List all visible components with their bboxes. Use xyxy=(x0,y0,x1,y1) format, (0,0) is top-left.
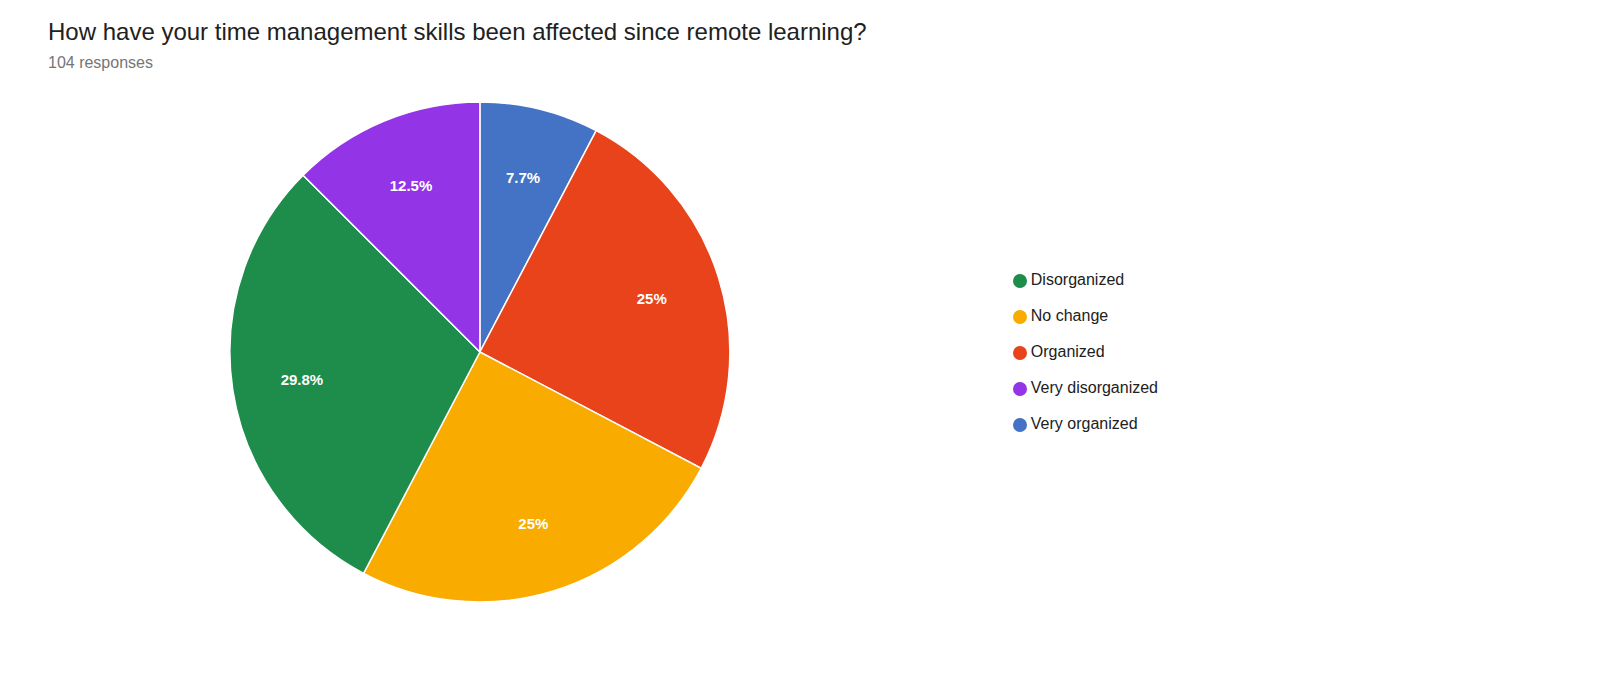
html-text:Very disorganized: Very disorganized xyxy=(1030,379,1158,396)
html-text:104 responses: 104 responses xyxy=(48,54,153,71)
html-text:How have your time management: How have your time management skills bee… xyxy=(48,18,867,45)
html-text:Organized: Organized xyxy=(1030,343,1105,360)
svg-text:12.5%: 12.5% xyxy=(390,177,433,194)
svg-text:25%: 25% xyxy=(637,290,667,307)
svg-text:29.8%: 29.8% xyxy=(281,371,324,388)
html-text:Very organized: Very organized xyxy=(1030,415,1138,432)
svg-text:25%: 25% xyxy=(518,515,548,532)
html-text:No change: No change xyxy=(1030,307,1109,324)
svg-text:7.7%: 7.7% xyxy=(506,169,540,186)
html-text:Disorganized: Disorganized xyxy=(1030,271,1125,288)
